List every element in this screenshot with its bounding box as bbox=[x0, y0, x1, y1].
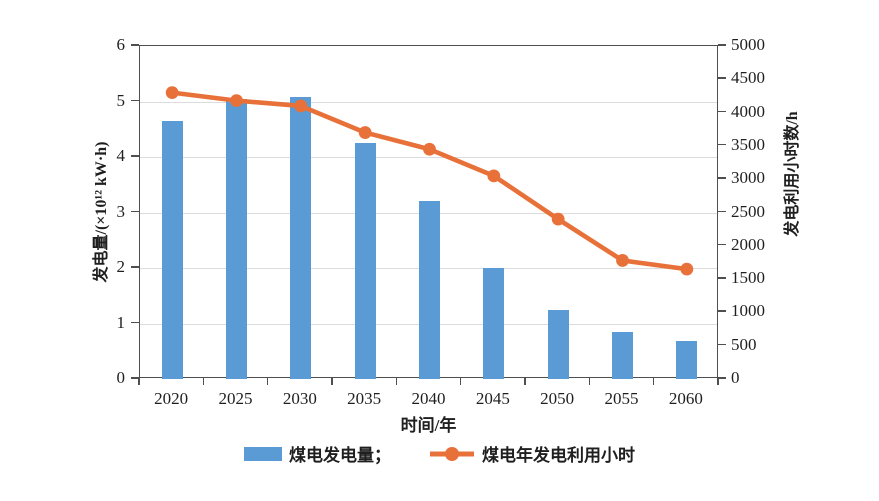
bar-2030 bbox=[290, 97, 312, 379]
right-axis-tick-label-500: 500 bbox=[731, 334, 757, 354]
x-axis-label-2055: 2055 bbox=[604, 389, 639, 408]
left-axis-tick-label-5: 5 bbox=[116, 90, 126, 110]
left-axis-tick-1 bbox=[131, 321, 139, 324]
left-axis-tick-label-0: 0 bbox=[116, 368, 126, 387]
left-axis-tick-label-4: 4 bbox=[116, 146, 126, 165]
x-axis-label-2040: 2040 bbox=[411, 389, 446, 408]
line-marker-2055 bbox=[616, 254, 629, 267]
x-axis-tick-3 bbox=[331, 378, 333, 385]
x-axis-tick-8 bbox=[652, 378, 655, 385]
bar-2025 bbox=[226, 98, 247, 379]
x-axis-label-2035: 2035 bbox=[347, 389, 382, 408]
legend-item-bar-series: 煤电发电量； bbox=[244, 441, 391, 466]
x-axis-tick-2 bbox=[266, 378, 269, 385]
left-axis-tick-label-2: 2 bbox=[116, 257, 126, 276]
bar-series-swatch bbox=[244, 446, 282, 461]
bar-2035 bbox=[354, 143, 376, 379]
x-axis-label-2045: 2045 bbox=[475, 389, 510, 408]
right-axis-tick-3000 bbox=[718, 177, 726, 179]
right-axis-tick-label-0: 0 bbox=[731, 368, 740, 387]
left-axis-tick-0 bbox=[131, 377, 139, 379]
legend-label-line-series: 煤电年发电利用小时 bbox=[482, 446, 635, 465]
right-axis-tick-label-2500: 2500 bbox=[731, 201, 765, 221]
line-marker-2060 bbox=[680, 262, 694, 276]
gridline-5 bbox=[140, 101, 717, 103]
right-axis-tick-0 bbox=[718, 377, 726, 379]
right-axis-tick-label-1000: 1000 bbox=[731, 301, 765, 321]
right-axis-tick-5000 bbox=[718, 44, 726, 46]
right-axis-tick-1000 bbox=[718, 310, 726, 312]
legend-item-line-series: 煤电年发电利用小时 bbox=[429, 441, 635, 466]
bar-2050 bbox=[547, 309, 569, 379]
line-marker-2050 bbox=[551, 212, 565, 226]
x-axis-tick-1 bbox=[202, 378, 205, 385]
x-axis-label-2060: 2060 bbox=[668, 389, 703, 408]
line-marker-2045 bbox=[487, 169, 501, 183]
x-axis-title: 时间/年 bbox=[400, 416, 457, 435]
left-axis-tick-label-1: 1 bbox=[116, 312, 126, 332]
line-marker-2040 bbox=[423, 142, 436, 156]
left-axis-tick-label-3: 3 bbox=[116, 201, 126, 221]
bar-2020 bbox=[161, 120, 183, 379]
x-axis-tick-4 bbox=[395, 378, 398, 385]
right-axis-tick-label-1500: 1500 bbox=[731, 268, 765, 288]
x-axis-label-2050: 2050 bbox=[540, 389, 575, 408]
left-axis-tick-label-6: 6 bbox=[116, 35, 126, 54]
right-axis-tick-3500 bbox=[718, 143, 726, 146]
x-axis-tick-0 bbox=[138, 378, 140, 385]
right-axis-tick-4000 bbox=[718, 110, 726, 113]
gridline-4 bbox=[140, 157, 717, 158]
left-axis-tick-5 bbox=[131, 99, 139, 102]
bar-2045 bbox=[483, 268, 505, 379]
right-axis-tick-label-3000: 3000 bbox=[731, 168, 765, 188]
right-axis-tick-label-2000: 2000 bbox=[731, 234, 765, 254]
right-axis-tick-label-5000: 5000 bbox=[731, 35, 765, 54]
x-axis-label-2020: 2020 bbox=[154, 389, 189, 408]
line-path bbox=[171, 90, 688, 272]
x-axis-tick-6 bbox=[524, 378, 526, 385]
legend-label-bar-series: 煤电发电量； bbox=[289, 446, 391, 465]
x-axis-tick-5 bbox=[459, 378, 462, 385]
right-axis-tick-2000 bbox=[718, 243, 726, 246]
left-axis-tick-2 bbox=[131, 266, 139, 268]
right-axis-tick-label-4500: 4500 bbox=[731, 68, 765, 88]
bar-2040 bbox=[419, 201, 440, 379]
line-marker-2035 bbox=[358, 126, 372, 139]
right-axis-tick-1500 bbox=[718, 277, 726, 279]
x-axis-tick-7 bbox=[588, 378, 591, 385]
line-marker-2025 bbox=[230, 94, 243, 108]
right-axis-tick-4500 bbox=[718, 77, 726, 79]
left-axis-tick-3 bbox=[131, 210, 139, 213]
x-axis-tick-9 bbox=[717, 378, 719, 385]
left-axis-tick-6 bbox=[131, 44, 139, 46]
line-series-swatch bbox=[429, 446, 475, 462]
right-axis-tick-2500 bbox=[718, 210, 726, 213]
x-axis-label-2025: 2025 bbox=[218, 389, 253, 408]
right-axis-tick-label-3500: 3500 bbox=[731, 134, 765, 154]
x-axis-label-2030: 2030 bbox=[282, 389, 317, 408]
left-axis-tick-4 bbox=[131, 155, 139, 157]
right-axis-tick-500 bbox=[718, 343, 726, 346]
line-marker-2020 bbox=[165, 86, 179, 100]
plot-area bbox=[139, 45, 718, 379]
line-series bbox=[165, 86, 694, 276]
right-y-axis-title: 发电利用小时数/h bbox=[784, 110, 801, 237]
bar-2055 bbox=[612, 331, 633, 379]
legend: 煤电发电量； 煤电年发电利用小时 bbox=[0, 441, 879, 466]
line-marker-2030 bbox=[294, 99, 308, 113]
right-axis-tick-label-4000: 4000 bbox=[731, 101, 765, 121]
bar-2060 bbox=[676, 341, 698, 379]
